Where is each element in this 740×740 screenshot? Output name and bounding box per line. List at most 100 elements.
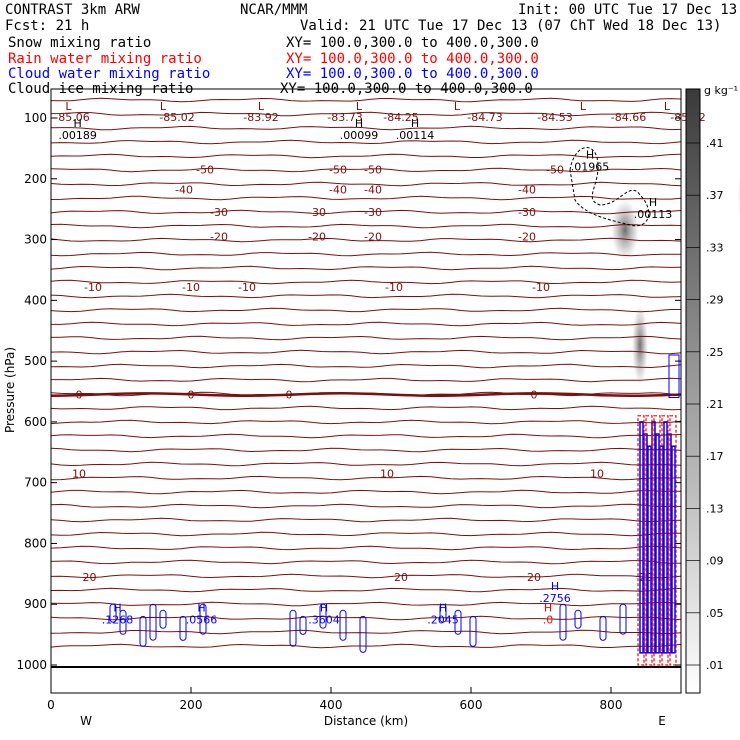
minimum-value-label: -84.66 xyxy=(611,111,646,124)
y-tick-label: 700 xyxy=(24,476,47,490)
contour-line xyxy=(50,335,682,341)
x-tick-label: 400 xyxy=(320,698,343,712)
temperature-contour-label: -30 xyxy=(364,206,382,219)
temperature-contour-label: -10 xyxy=(532,281,550,294)
cloud-water-contour xyxy=(559,603,567,641)
contour-line xyxy=(50,475,682,481)
model-label: CONTRAST 3km ARW xyxy=(5,2,140,18)
contour-line xyxy=(50,531,682,537)
contour-line xyxy=(50,167,682,173)
contour-line xyxy=(50,489,682,495)
y-tick-label: 900 xyxy=(24,597,47,611)
temperature-contour-label: -50 xyxy=(546,164,564,177)
cloud-water-contour xyxy=(159,609,167,629)
field-xy-snow: XY= 100.0,300.0 to 400.0,300.0 xyxy=(286,35,539,51)
y-tick-label: 600 xyxy=(24,415,47,429)
low-marker: L xyxy=(258,100,265,113)
temperature-contour-label: -10 xyxy=(182,281,200,294)
colorbar-unit: g kg⁻¹ xyxy=(704,84,738,97)
cloud-water-contour xyxy=(339,609,347,641)
low-marker: L xyxy=(356,100,363,113)
minimum-value-label: -85.06 xyxy=(54,111,89,124)
low-marker: L xyxy=(580,100,587,113)
rain-max-marker: H xyxy=(544,601,552,614)
minimum-value-label: -84.73 xyxy=(467,111,502,124)
contour-line xyxy=(50,307,681,313)
temperature-contour-label: -20 xyxy=(210,231,228,244)
cloud-water-contour xyxy=(289,609,297,647)
ice-max-value: .00189 xyxy=(58,129,97,142)
cloud-water-contour xyxy=(599,615,607,641)
cloud-max-marker: H xyxy=(197,601,205,614)
x-axis-label: Distance (km) xyxy=(324,714,408,728)
ice-max-value: .01965 xyxy=(571,161,610,174)
x-tick-label: 0 xyxy=(47,698,55,712)
contour-line xyxy=(50,447,682,453)
temperature-contour-label: 10 xyxy=(590,468,604,481)
cloud-water-contour xyxy=(139,615,147,647)
x-end-label-east: E xyxy=(658,714,666,728)
cloud-max-value: .3604 xyxy=(308,613,340,626)
contour-line xyxy=(51,321,682,327)
temperature-contour-label: 0 xyxy=(531,389,538,402)
temperature-contour-label: -50 xyxy=(364,164,382,177)
convective-rain xyxy=(661,415,669,666)
convective-cloud-water xyxy=(647,445,652,654)
y-axis-label: Pressure (hPa) xyxy=(3,347,17,433)
contour-line xyxy=(50,97,682,103)
contour-line xyxy=(50,601,682,607)
colorbar-label: .17 xyxy=(706,450,724,463)
temperature-contour-label: 10 xyxy=(72,468,86,481)
temperature-contour-label: 0 xyxy=(188,389,195,402)
minimum-value-label: -85.02 xyxy=(159,111,194,124)
minimum-value-label: -83.73 xyxy=(327,111,362,124)
contour-line xyxy=(50,195,682,201)
contour-line xyxy=(50,419,682,425)
field-xy-cloud-water: XY= 100.0,300.0 to 400.0,300.0 xyxy=(286,66,539,82)
colorbar-label: .25 xyxy=(706,346,724,359)
cloud-max-marker: H xyxy=(551,580,559,593)
cloud-water-contour xyxy=(319,603,327,629)
ice-max-marker: H xyxy=(586,149,594,162)
field-name-snow: Snow mixing ratio xyxy=(8,35,152,51)
low-marker: L xyxy=(454,100,461,113)
contour-line xyxy=(50,265,682,271)
cloud-max-value: .1268 xyxy=(102,613,134,626)
y-tick-label: 300 xyxy=(24,233,47,247)
contour-line xyxy=(50,209,682,215)
cloud-water-contour xyxy=(574,609,582,629)
contour-line xyxy=(50,545,682,551)
contour-line xyxy=(50,251,681,257)
convective-cloud-water xyxy=(663,421,668,654)
contour-line xyxy=(50,573,682,579)
ice-shading xyxy=(611,200,639,260)
temperature-contour-label: -30 xyxy=(308,206,326,219)
contour-line xyxy=(50,181,682,187)
plot-area: -50 -50 -50 -50-40 -40 -40 -40-30 -30 -30 -30-20-… xyxy=(50,97,740,666)
contour-line xyxy=(50,223,682,229)
contour-line xyxy=(50,349,682,355)
contour-line xyxy=(50,279,682,285)
cloud-water-contour xyxy=(619,603,627,635)
ice-max-marker: H xyxy=(73,117,81,130)
contour-line xyxy=(50,587,682,593)
convective-cloud-water xyxy=(655,433,660,654)
convective-rain xyxy=(645,415,653,666)
colorbar-label: .13 xyxy=(706,502,724,515)
ice-max-marker: H xyxy=(355,117,363,130)
minimum-value-label: -84.53 xyxy=(537,111,572,124)
contour-line xyxy=(50,139,682,145)
cloud-max-value: .2045 xyxy=(427,613,459,626)
convective-cloud-water xyxy=(639,421,644,654)
ice-max-value: .00113 xyxy=(634,208,673,221)
valid-label: Valid: 21 UTC Tue 17 Dec 13 (07 ChT Wed … xyxy=(300,18,722,34)
contour-line xyxy=(50,293,682,299)
contour-line xyxy=(50,111,682,117)
convective-rain xyxy=(653,415,661,666)
temperature-contour-label: 20 xyxy=(394,571,408,584)
ice-shading xyxy=(632,305,648,385)
ice-max-value: .00099 xyxy=(340,129,379,142)
contour-line xyxy=(50,153,682,159)
temperature-contour-label: -20 xyxy=(518,231,536,244)
convective-rain xyxy=(637,415,645,666)
